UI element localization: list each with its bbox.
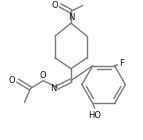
Text: O: O [9, 76, 16, 85]
Text: N: N [50, 84, 56, 93]
Text: O: O [40, 71, 47, 80]
Text: F: F [120, 59, 124, 68]
Text: O: O [51, 1, 58, 10]
Text: N: N [68, 13, 74, 22]
Text: HO: HO [88, 111, 101, 120]
